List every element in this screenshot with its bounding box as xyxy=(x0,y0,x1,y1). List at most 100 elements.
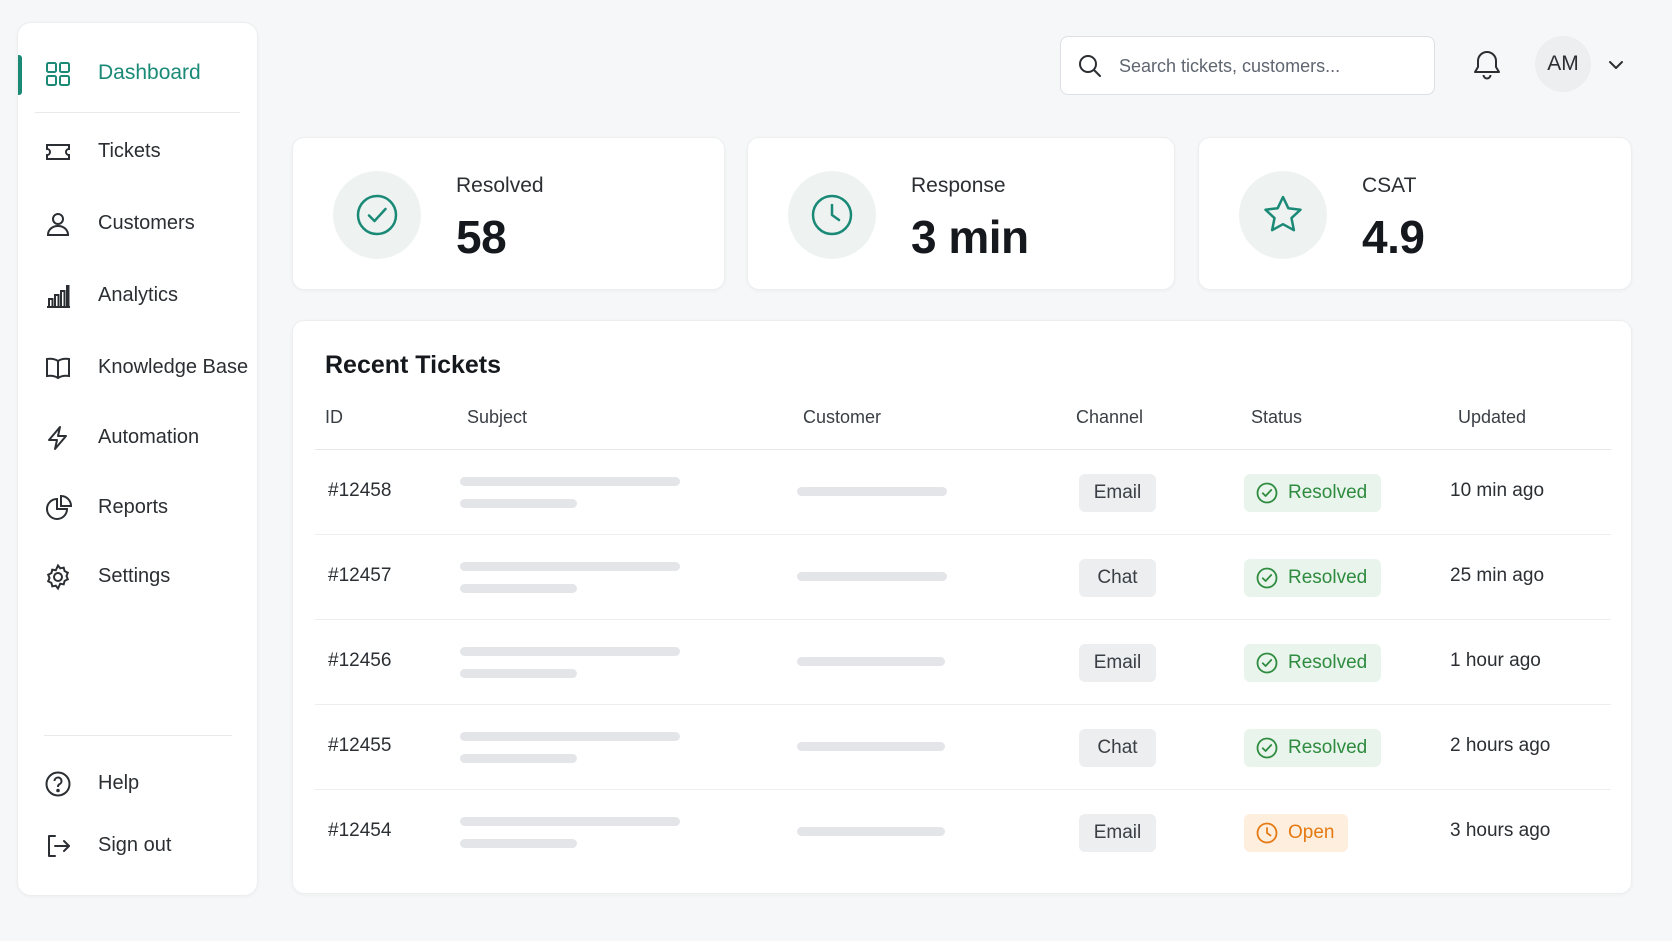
check-circle-icon xyxy=(1256,652,1278,674)
sign-out-button[interactable]: Sign out xyxy=(18,819,259,871)
subject-placeholder-line xyxy=(460,499,577,508)
book-icon xyxy=(44,354,72,382)
row-divider xyxy=(315,789,1611,790)
stat-card-csat: CSAT 4.9 xyxy=(1198,137,1632,290)
sidebar-divider xyxy=(35,112,240,113)
avatar[interactable]: AM xyxy=(1535,36,1591,92)
sidebar-item-analytics[interactable]: Analytics xyxy=(18,269,259,321)
stat-icon-wrap xyxy=(333,171,421,259)
stat-label: Resolved xyxy=(456,174,544,197)
subject-placeholder-line xyxy=(460,669,577,678)
stat-label: Response xyxy=(911,174,1006,197)
sidebar-item-customers[interactable]: Customers xyxy=(18,197,259,249)
bell-icon[interactable] xyxy=(1470,48,1504,82)
ticket-id: #12455 xyxy=(328,735,392,756)
subject-placeholder-line xyxy=(460,839,577,848)
ticket-id: #12457 xyxy=(328,565,392,586)
sidebar-divider xyxy=(44,735,232,736)
column-header-channel: Channel xyxy=(1076,407,1144,427)
row-divider xyxy=(315,619,1611,620)
star-icon xyxy=(1264,195,1302,232)
column-header-customer: Customer xyxy=(803,407,882,427)
customer-placeholder-line xyxy=(797,572,947,581)
lightning-icon xyxy=(44,424,72,452)
status-text: Resolved xyxy=(1288,737,1368,758)
stat-icon-wrap xyxy=(1239,171,1327,259)
sidebar-item-label: Automation xyxy=(98,425,200,448)
table-row[interactable]: #12456 Email Resolved 1 hour ago xyxy=(315,620,1611,705)
status-text: Resolved xyxy=(1288,652,1368,673)
sidebar-item-reports[interactable]: Reports xyxy=(18,481,259,533)
sidebar-item-settings[interactable]: Settings xyxy=(18,550,259,602)
customer-placeholder-line xyxy=(797,742,945,751)
table-header-divider xyxy=(315,449,1611,450)
pie-chart-icon xyxy=(44,494,72,522)
sidebar-item-dashboard[interactable]: Dashboard xyxy=(18,47,259,99)
sidebar-item-help[interactable]: Help xyxy=(18,757,259,809)
sidebar-item-label: Tickets xyxy=(98,139,161,162)
bar-chart-icon xyxy=(44,282,72,310)
table-row[interactable]: #12458 Email Resolved 10 min ago xyxy=(315,450,1611,535)
sidebar-item-label: Help xyxy=(98,771,140,794)
sidebar-item-label: Reports xyxy=(98,495,169,518)
check-circle-icon xyxy=(1256,737,1278,759)
sidebar-item-label: Dashboard xyxy=(98,61,201,84)
status-badge: Resolved xyxy=(1244,729,1382,767)
channel-badge: Chat xyxy=(1079,559,1156,597)
customer-placeholder-line xyxy=(797,827,945,836)
updated-time: 3 hours ago xyxy=(1450,820,1551,841)
updated-time: 1 hour ago xyxy=(1450,650,1541,671)
gear-icon xyxy=(44,563,72,591)
status-badge: Resolved xyxy=(1244,644,1382,682)
stat-card-resolved: Resolved 58 xyxy=(292,137,725,290)
stat-value: 3 min xyxy=(911,211,1029,263)
row-divider xyxy=(315,534,1611,535)
status-text: Resolved xyxy=(1288,482,1368,503)
clock-icon xyxy=(811,194,853,236)
search-input[interactable] xyxy=(1119,47,1419,85)
grid-icon xyxy=(44,60,72,88)
chevron-down-icon[interactable] xyxy=(1605,54,1627,76)
customer-placeholder-line xyxy=(797,657,945,666)
help-icon xyxy=(44,770,72,798)
stat-value: 58 xyxy=(456,211,507,263)
ticket-id: #12458 xyxy=(328,480,392,501)
panel-title: Recent Tickets xyxy=(325,351,502,379)
column-header-updated: Updated xyxy=(1458,407,1527,427)
status-badge: Open xyxy=(1244,814,1349,852)
status-text: Resolved xyxy=(1288,567,1368,588)
table-row[interactable]: #12457 Chat Resolved 25 min ago xyxy=(315,535,1611,620)
ticket-icon xyxy=(44,138,72,166)
active-indicator xyxy=(18,55,22,95)
sidebar-item-tickets[interactable]: Tickets xyxy=(18,125,259,177)
table-row[interactable]: #12455 Chat Resolved 2 hours ago xyxy=(315,705,1611,790)
avatar-initials: AM xyxy=(1547,52,1579,75)
stat-icon-wrap xyxy=(788,171,876,259)
stat-card-response: Response 3 min xyxy=(747,137,1175,290)
status-badge: Resolved xyxy=(1244,474,1382,512)
updated-time: 2 hours ago xyxy=(1450,735,1551,756)
subject-placeholder-line xyxy=(460,817,680,826)
customer-placeholder-line xyxy=(797,487,947,496)
sign-out-icon xyxy=(44,832,72,860)
sidebar-item-label: Settings xyxy=(98,564,171,587)
sidebar-item-knowledge-base[interactable]: Knowledge Base xyxy=(18,341,259,393)
channel-badge: Email xyxy=(1079,644,1156,682)
subject-placeholder-line xyxy=(460,754,577,763)
sidebar: Dashboard Tickets Customers Analytics xyxy=(17,22,258,896)
user-icon xyxy=(44,210,72,238)
subject-placeholder-line xyxy=(460,732,680,741)
subject-placeholder-line xyxy=(460,562,680,571)
table-row[interactable]: #12454 Email Open 3 hours ago xyxy=(315,790,1611,875)
search-icon xyxy=(1079,55,1101,77)
search-box[interactable] xyxy=(1060,36,1435,95)
updated-time: 25 min ago xyxy=(1450,565,1545,586)
stat-value: 4.9 xyxy=(1362,211,1425,263)
column-header-subject: Subject xyxy=(467,407,528,427)
sidebar-item-automation[interactable]: Automation xyxy=(18,411,259,463)
stat-label: CSAT xyxy=(1362,174,1417,197)
channel-badge: Chat xyxy=(1079,729,1156,767)
updated-time: 10 min ago xyxy=(1450,480,1545,501)
ticket-id: #12454 xyxy=(328,820,392,841)
subject-placeholder-line xyxy=(460,584,577,593)
